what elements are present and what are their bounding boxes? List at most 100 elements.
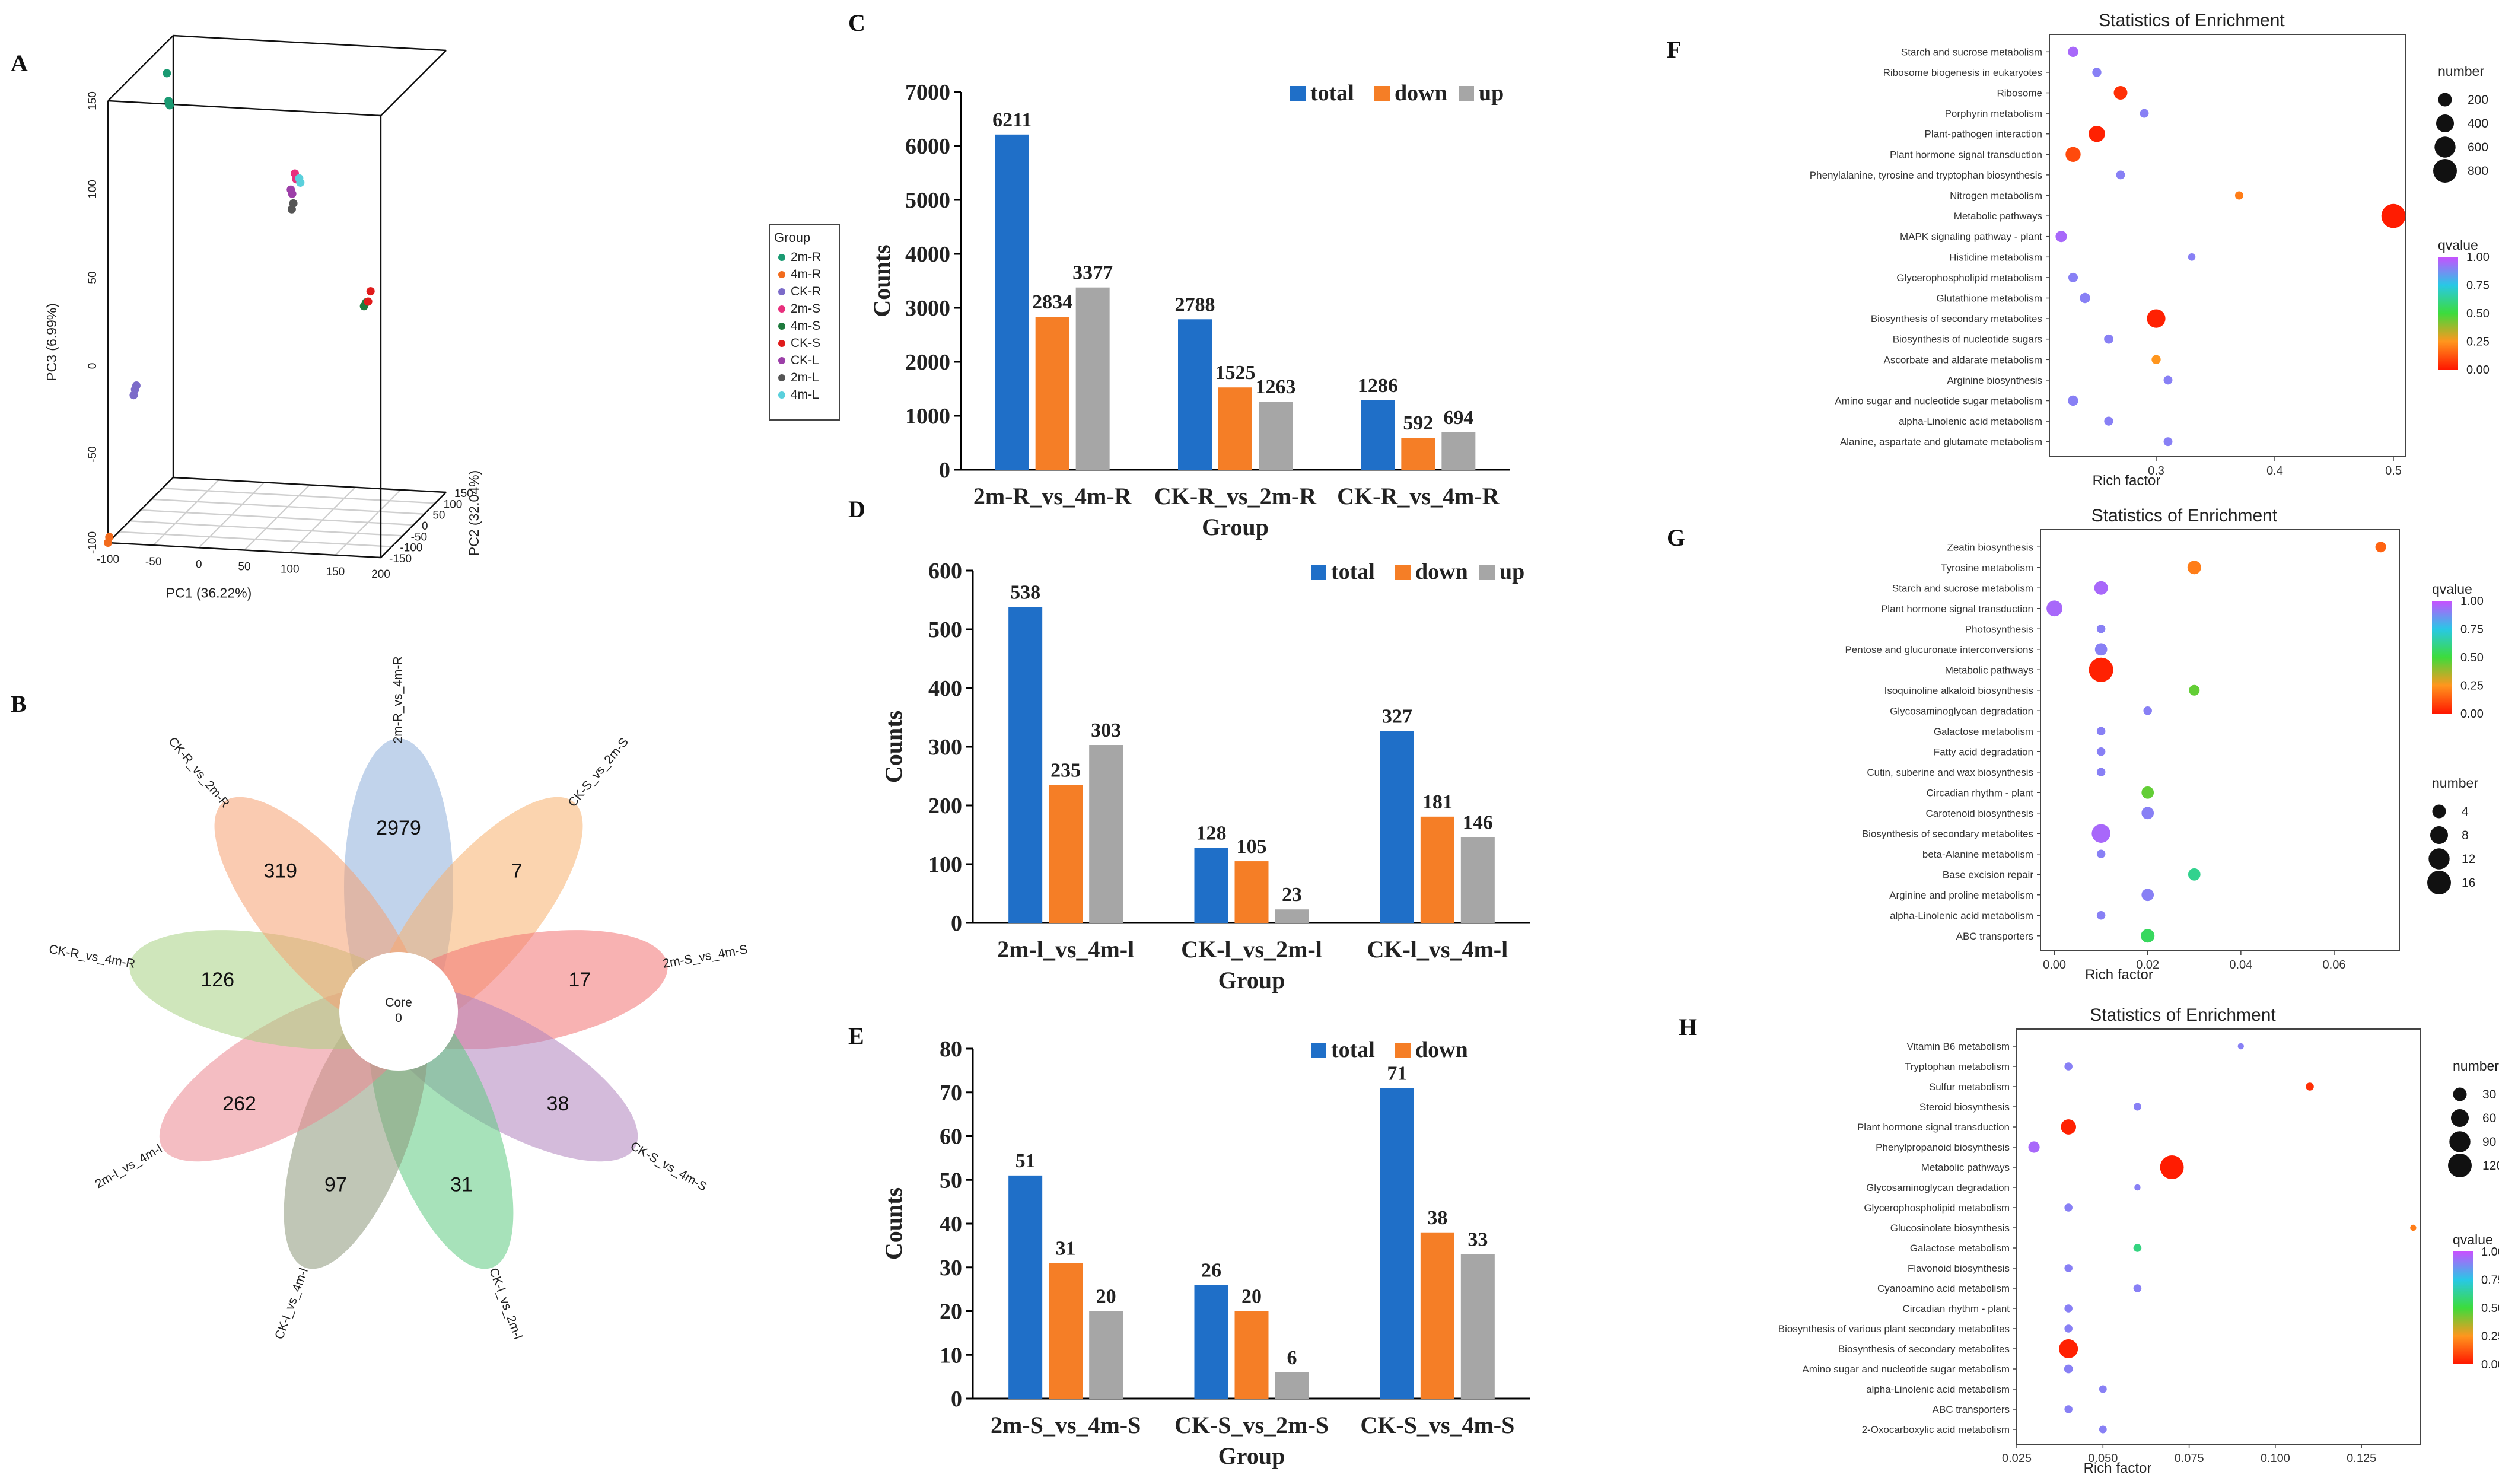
enrichment-size-legend-value: 30 xyxy=(2482,1088,2496,1101)
pca-point-2m-R xyxy=(163,69,171,78)
bar-value-label: 2834 xyxy=(1032,291,1072,313)
enrichment-bubble xyxy=(2065,147,2081,162)
enrichment-term-label: MAPK signaling pathway - plant xyxy=(1900,231,2042,243)
enrichment-bubble xyxy=(2064,1203,2073,1212)
enrichment-term-label: Metabolic pathways xyxy=(1921,1162,2010,1173)
enrichment-term-label: Starch and sucrose metabolism xyxy=(1901,46,2042,58)
enrichment-term-label: Amino sugar and nucleotide sugar metabol… xyxy=(1835,396,2042,407)
qvalue-colorbar xyxy=(2432,601,2452,714)
venn-petal-count: 31 xyxy=(450,1173,473,1196)
bar-y-tick-label: 6000 xyxy=(905,134,950,159)
pca-z-tick: -50 xyxy=(87,446,99,462)
panel-label-G: G xyxy=(1667,524,1685,551)
bar-y-tick-label: 500 xyxy=(928,617,962,642)
bar-y-tick-label: 3000 xyxy=(905,296,950,321)
enrichment-size-legend-value: 200 xyxy=(2468,93,2488,107)
bar-category-label: 2m-R_vs_4m-R xyxy=(973,483,1132,509)
enrichment-size-legend-dot xyxy=(2450,1109,2469,1128)
bar-legend-swatch-down xyxy=(1374,86,1390,101)
bar-category-label: CK-S_vs_4m-S xyxy=(1360,1412,1514,1438)
venn-petal-count: 17 xyxy=(568,969,591,991)
bar-up xyxy=(1089,745,1123,923)
pca-z-tick: 50 xyxy=(87,271,99,284)
enrichment-bubble xyxy=(2046,600,2062,617)
enrichment-bubble xyxy=(2064,1264,2073,1272)
enrichment-x-tick-label: 0.100 xyxy=(2261,1452,2290,1465)
enrichment-bubble xyxy=(2068,272,2078,282)
enrichment-size-legend-value: 600 xyxy=(2468,141,2488,154)
bar-legend-swatch-up xyxy=(1459,86,1474,101)
qvalue-colorbar-label: 0.25 xyxy=(2460,680,2484,693)
bar-y-tick-label: 30 xyxy=(940,1256,962,1281)
enrichment-x-tick-label: 0.3 xyxy=(2148,464,2164,477)
pca-box-edge xyxy=(107,35,174,101)
pca-y-tick: 150 xyxy=(454,488,473,500)
enrichment-term-label: Glycosaminoglycan degradation xyxy=(1890,705,2033,716)
enrichment-size-legend-dot xyxy=(2428,848,2450,870)
bar-y-axis-label: Counts xyxy=(880,1187,907,1260)
enrichment-bubble xyxy=(2096,849,2106,858)
qvalue-colorbar xyxy=(2438,257,2458,370)
pca-box-edge xyxy=(107,542,381,559)
enrichment-size-legend-value: 12 xyxy=(2462,852,2475,866)
pca-x-tick: 100 xyxy=(281,563,300,576)
enrichment-size-legend-dot xyxy=(2449,1131,2471,1152)
bar-value-label: 538 xyxy=(1010,581,1040,603)
bar-value-label: 23 xyxy=(1282,884,1302,906)
pca-legend-entry: 2m-L xyxy=(791,371,819,384)
bar-legend-swatch-total xyxy=(1290,86,1306,101)
pca-box-edge xyxy=(173,34,447,52)
bar-value-label: 6211 xyxy=(992,109,1032,131)
enrichment-term-label: Circadian rhythm - plant xyxy=(1903,1303,2010,1314)
enrichment-term-label: Cutin, suberine and wax biosynthesis xyxy=(1867,767,2033,778)
enrichment-term-label: Tryptophan metabolism xyxy=(1905,1061,2010,1072)
venn-petal-label: 2m-S_vs_4m-S xyxy=(662,942,749,971)
enrichment-term-label: Histidine metabolism xyxy=(1949,251,2042,263)
enrichment-term-label: ABC transporters xyxy=(1933,1404,2010,1415)
bar-value-label: 181 xyxy=(1422,791,1453,813)
pca-x-label: PC1 (36.22%) xyxy=(166,585,252,601)
enrichment-term-label: Galactose metabolism xyxy=(1934,726,2033,737)
bar-legend-label: down xyxy=(1415,1037,1468,1062)
enrichment-bubble xyxy=(2064,1405,2073,1413)
bar-up xyxy=(1460,837,1495,923)
bar-category-label: CK-l_vs_2m-l xyxy=(1181,936,1322,963)
enrichment-bubble xyxy=(2187,561,2201,575)
enrichment-x-tick-label: 0.06 xyxy=(2323,958,2346,972)
enrichment-bubble xyxy=(2089,125,2105,142)
enrichment-bubble xyxy=(2113,86,2128,100)
pca-legend-entry: CK-L xyxy=(791,354,819,367)
pca-point-CK-S xyxy=(366,287,375,296)
venn-petal-label: CK-S_vs_2m-S xyxy=(565,735,631,810)
pca-y-tick: -100 xyxy=(400,542,422,555)
enrichment-color-legend-title: qvalue xyxy=(2438,237,2478,253)
enrichment-bubble xyxy=(2064,1364,2073,1374)
enrichment-plot-frame xyxy=(2016,1028,2421,1445)
pca-legend-entry: CK-R xyxy=(791,285,821,298)
bar-value-label: 26 xyxy=(1201,1259,1221,1281)
enrichment-term-label: Ribosome biogenesis in eukaryotes xyxy=(1883,67,2042,78)
qvalue-colorbar-label: 0.50 xyxy=(2481,1302,2499,1315)
enrichment-size-legend-dot xyxy=(2438,93,2452,107)
enrichment-size-legend-value: 400 xyxy=(2468,117,2488,130)
enrichment-term-label: Arginine and proline metabolism xyxy=(1889,890,2033,901)
pca-box-edge xyxy=(380,50,447,116)
enrichment-plot-frame xyxy=(2040,529,2400,951)
pca-legend-marker xyxy=(778,357,785,364)
enrichment-term-label: Alanine, aspartate and glutamate metabol… xyxy=(1840,437,2042,448)
enrichment-term-label: Plant-pathogen interaction xyxy=(1925,129,2042,140)
enrichment-title: Statistics of Enrichment xyxy=(2099,11,2285,30)
enrichment-x-tick-label: 0.04 xyxy=(2229,958,2252,972)
bar-up xyxy=(1460,1254,1495,1399)
enrichment-chart-H: Statistics of Enrichment Vitamin B6 metab… xyxy=(1778,1005,2499,1476)
enrichment-bubble xyxy=(2064,1324,2073,1333)
venn-flower-panel: 2979 2m-R_vs_4m-R 7 CK-S_vs_2m-S 17 2m-S_vs_4… xyxy=(48,656,749,1341)
bar-up xyxy=(1275,909,1309,923)
bar-up xyxy=(1275,1372,1309,1399)
bar-y-tick-label: 40 xyxy=(940,1212,962,1237)
bar-y-tick-label: 200 xyxy=(928,794,962,819)
bar-y-tick-label: 1000 xyxy=(905,404,950,429)
pca-legend-entry: CK-S xyxy=(791,336,820,350)
enrichment-term-label: Amino sugar and nucleotide sugar metabol… xyxy=(1802,1364,2010,1375)
